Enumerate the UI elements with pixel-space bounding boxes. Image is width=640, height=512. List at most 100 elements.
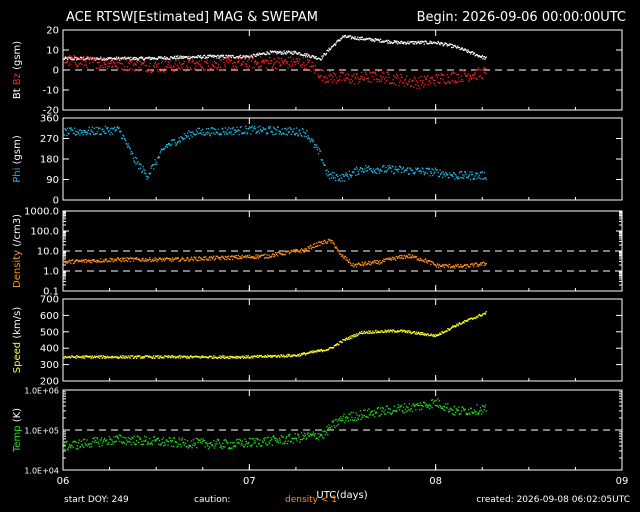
data-point <box>131 59 133 61</box>
data-point <box>288 51 290 53</box>
data-point <box>348 413 350 415</box>
data-point <box>171 356 173 358</box>
data-point <box>304 354 307 356</box>
data-point <box>105 58 107 61</box>
data-point <box>442 405 444 408</box>
data-point <box>179 443 182 446</box>
data-point <box>203 134 206 136</box>
data-point <box>350 335 352 337</box>
data-point <box>347 74 350 76</box>
data-point <box>409 85 412 87</box>
data-point <box>351 416 353 419</box>
data-point <box>128 356 131 359</box>
data-point <box>243 256 245 258</box>
data-point <box>454 178 456 180</box>
data-point <box>79 260 82 262</box>
data-point <box>208 442 210 445</box>
data-point <box>326 169 328 171</box>
data-point <box>344 35 346 37</box>
data-point <box>426 76 428 78</box>
data-point <box>372 168 375 170</box>
data-point <box>466 75 468 77</box>
data-point <box>309 56 311 59</box>
data-point <box>366 167 368 169</box>
data-point <box>345 338 347 340</box>
data-point <box>387 407 390 410</box>
data-point <box>336 247 338 250</box>
data-point <box>121 441 123 443</box>
data-point <box>374 40 376 43</box>
data-point <box>244 63 247 65</box>
data-point <box>428 42 430 45</box>
data-point <box>104 259 107 261</box>
data-point <box>76 259 78 261</box>
data-point <box>419 332 422 334</box>
data-point <box>87 443 90 445</box>
data-point <box>134 356 137 358</box>
data-point <box>338 341 341 343</box>
data-point <box>191 136 193 138</box>
data-point <box>158 357 161 359</box>
data-point <box>271 131 273 133</box>
data-point <box>96 132 98 135</box>
data-point <box>326 49 328 52</box>
data-point <box>298 52 300 54</box>
data-point <box>194 256 196 259</box>
data-point <box>234 61 236 64</box>
data-point <box>347 77 349 79</box>
data-point <box>447 81 449 83</box>
data-point <box>238 56 240 58</box>
data-point <box>402 411 404 413</box>
data-point <box>230 355 232 358</box>
data-point <box>233 56 235 59</box>
data-point <box>351 335 354 337</box>
data-point <box>357 333 360 335</box>
data-point <box>128 355 130 357</box>
data-point <box>220 446 223 448</box>
data-point <box>306 352 309 354</box>
data-point <box>316 68 318 70</box>
data-point <box>152 64 155 67</box>
data-point <box>402 166 405 168</box>
data-point <box>392 166 394 168</box>
data-point <box>322 240 324 243</box>
data-point <box>246 446 249 448</box>
data-point <box>445 330 447 333</box>
data-point <box>424 40 427 42</box>
data-point <box>327 171 330 173</box>
data-point <box>332 177 335 179</box>
data-point <box>107 443 109 446</box>
data-point <box>357 36 359 38</box>
data-point <box>77 442 80 444</box>
data-point <box>127 143 129 145</box>
data-point <box>181 258 183 260</box>
data-point <box>378 263 380 265</box>
data-point <box>370 262 373 265</box>
data-point <box>205 356 208 358</box>
data-point <box>66 357 68 359</box>
data-point <box>462 406 464 408</box>
data-point <box>81 130 83 132</box>
data-point <box>152 356 154 358</box>
data-point <box>95 57 97 59</box>
data-point <box>379 75 382 78</box>
data-point <box>352 411 354 414</box>
data-point <box>97 356 99 359</box>
data-point <box>286 62 288 64</box>
data-point <box>156 58 158 60</box>
data-point <box>173 355 175 358</box>
data-point <box>108 356 110 359</box>
data-point <box>94 133 96 136</box>
data-point <box>211 256 213 259</box>
data-point <box>202 68 204 70</box>
data-point <box>397 171 399 173</box>
data-point <box>156 58 159 61</box>
data-point <box>226 256 228 258</box>
data-point <box>251 444 253 446</box>
data-point <box>236 126 238 128</box>
data-point <box>338 253 341 255</box>
data-point <box>114 440 116 443</box>
data-point <box>270 356 272 359</box>
data-point <box>319 241 322 244</box>
data-point <box>467 49 469 51</box>
